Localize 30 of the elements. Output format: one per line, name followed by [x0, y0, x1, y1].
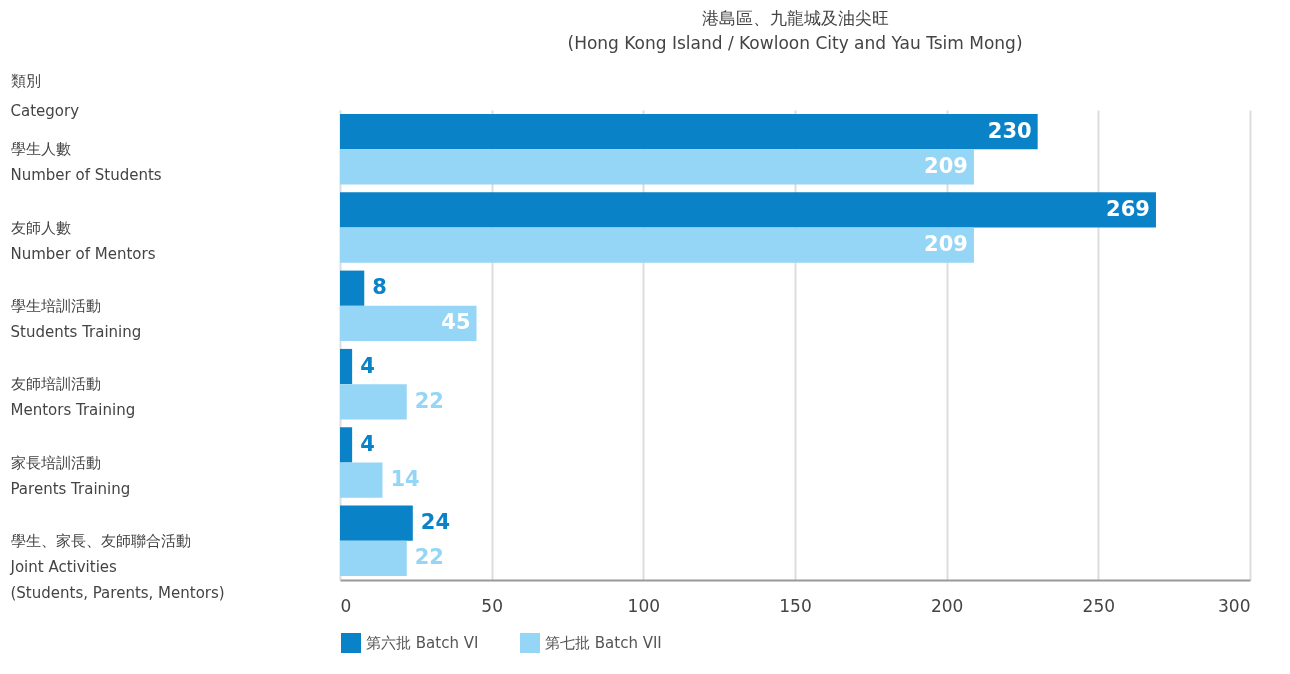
y-tick-label: 家長培訓活動 Parents Training — [10, 453, 131, 498]
data-label: 8 — [372, 275, 387, 300]
y-tick-label: 友師培訓活動 Mentors Training — [10, 375, 136, 420]
data-label: 14 — [390, 467, 420, 492]
legend-label: 第七批 Batch VII — [545, 634, 662, 652]
data-label: 209 — [924, 153, 968, 178]
data-label: 269 — [1106, 196, 1150, 221]
chart-subtitle: (Hong Kong Island / Kowloon City and Yau Tsim Mong) — [567, 33, 1023, 53]
data-label: 22 — [414, 545, 444, 570]
y-axis-title: 類別 Category — [10, 71, 80, 120]
data-label: 209 — [924, 232, 968, 257]
y-tick-label: 友師人數 Number of Mentors — [10, 218, 156, 263]
x-tick-label: 300 — [1218, 595, 1251, 616]
x-tick-label: 50 — [481, 595, 503, 616]
data-label: 4 — [360, 353, 375, 378]
x-tick-label: 250 — [1082, 595, 1116, 616]
chart-title: 港島區、九龍城及油尖旺 — [701, 8, 889, 28]
y-tick-label: 學生培訓活動 Students Training — [10, 296, 142, 341]
x-tick-label: 200 — [930, 595, 964, 616]
data-label: 230 — [987, 118, 1032, 143]
legend-label: 第六批 Batch VI — [366, 634, 479, 652]
y-tick-label: 學生人數 Number of Students — [10, 140, 162, 185]
data-label: 45 — [441, 310, 471, 335]
x-tick-label: 100 — [627, 595, 661, 616]
data-label: 24 — [420, 510, 451, 535]
x-tick-label: 0 — [340, 595, 352, 616]
y-tick-label: 學生、家長、友師聯合活動 Joint Activities (Students, Parents, Mentors) — [9, 531, 225, 602]
data-label: 4 — [360, 431, 375, 456]
x-tick-label: 150 — [779, 595, 812, 616]
data-label: 22 — [414, 388, 444, 413]
